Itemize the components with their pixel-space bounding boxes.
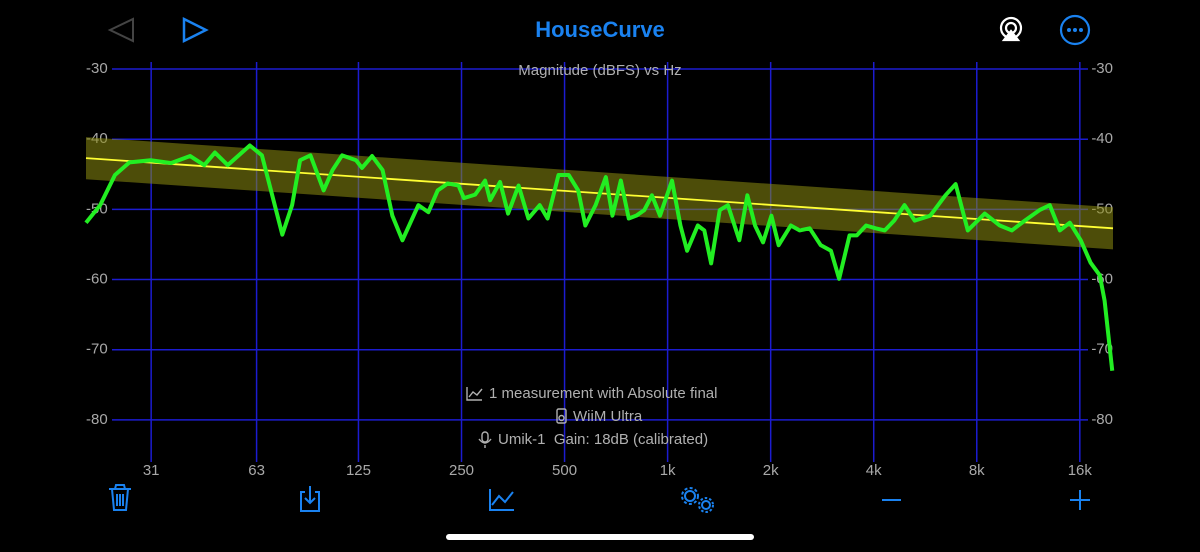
chart-title: Magnitude (dBFS) vs Hz	[518, 62, 681, 79]
x-tick-label: 63	[248, 462, 265, 479]
home-indicator	[446, 534, 754, 540]
x-tick-label: 125	[346, 462, 371, 479]
y-tick-label: -30	[86, 60, 108, 77]
delete-button[interactable]	[109, 484, 131, 511]
info-icons	[466, 387, 567, 448]
info-line: Umik-1 Gain: 18dB (calibrated)	[498, 431, 708, 448]
info-line: 1 measurement with Absolute final	[489, 385, 717, 402]
play-button[interactable]	[182, 16, 209, 44]
x-tick-label: 2k	[763, 462, 779, 479]
plot: -30-30-40-40-50-50-60-60-70-70-80-803163…	[84, 60, 1115, 479]
airplay-button[interactable]	[999, 16, 1023, 42]
x-tick-label: 31	[143, 462, 160, 479]
zoom-in-button[interactable]	[1070, 490, 1090, 510]
y-tick-label: -80	[86, 411, 108, 428]
x-tick-label: 8k	[969, 462, 985, 479]
back-button[interactable]	[107, 17, 134, 43]
y-tick-label: -70	[86, 341, 108, 358]
measurement-curve	[84, 143, 1115, 371]
y-tick-label-right: -80	[1091, 411, 1113, 428]
import-button[interactable]	[300, 486, 320, 512]
toolbar	[109, 484, 1090, 513]
x-tick-label: 1k	[660, 462, 676, 479]
x-tick-label: 250	[449, 462, 474, 479]
graph-button[interactable]	[489, 489, 514, 511]
more-button[interactable]	[1059, 14, 1091, 46]
x-tick-label: 4k	[866, 462, 882, 479]
x-tick-label: 16k	[1068, 462, 1093, 479]
app-title: HouseCurve	[535, 17, 665, 42]
y-tick-label-right: -30	[1091, 60, 1113, 77]
y-tick-label: -60	[86, 271, 108, 288]
x-tick-label: 500	[552, 462, 577, 479]
info-line: WiiM Ultra	[573, 408, 643, 425]
settings-button[interactable]	[681, 487, 714, 513]
y-tick-label-right: -40	[1091, 130, 1113, 147]
